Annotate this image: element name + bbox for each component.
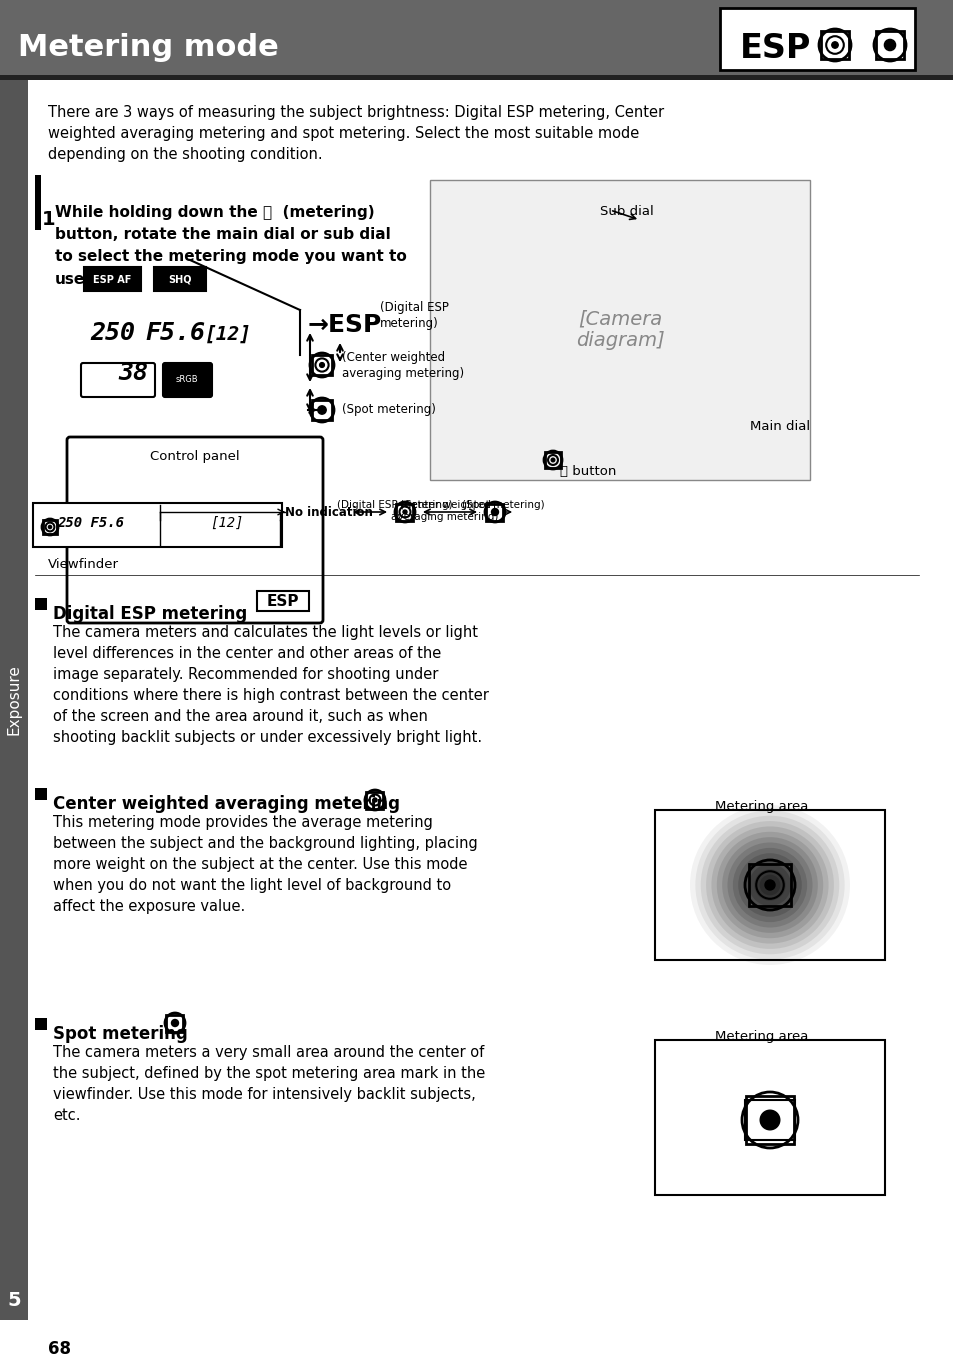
Text: Metering area: Metering area [714, 799, 807, 813]
Text: [12]: [12] [205, 325, 252, 344]
Circle shape [738, 854, 801, 917]
Bar [545, 453, 560, 467]
Bar [486, 504, 503, 520]
Text: Sub dial: Sub dial [599, 205, 653, 218]
Bar [655, 1041, 884, 1195]
Circle shape [689, 805, 849, 965]
Text: (Center weighted
averaging metering): (Center weighted averaging metering) [391, 500, 498, 522]
Text: 68: 68 [48, 1340, 71, 1355]
Circle shape [402, 509, 407, 514]
Text: The camera meters a very small area around the center of
the subject, defined by: The camera meters a very small area arou… [53, 1045, 485, 1123]
Circle shape [742, 859, 796, 912]
Text: There are 3 ways of measuring the subject brightness: Digital ESP metering, Cent: There are 3 ways of measuring the subjec… [48, 104, 663, 163]
Text: The camera meters and calculates the light levels or light
level differences in : The camera meters and calculates the lig… [53, 625, 488, 745]
FancyBboxPatch shape [153, 267, 206, 291]
Circle shape [759, 874, 780, 896]
Circle shape [319, 363, 324, 367]
Text: Main dial: Main dial [749, 420, 809, 434]
Text: ESP AF: ESP AF [92, 275, 132, 285]
Text: 38: 38 [118, 360, 148, 385]
Text: SHQ: SHQ [168, 275, 192, 285]
Bar [0, 75, 953, 80]
Text: 5: 5 [8, 1290, 21, 1309]
Circle shape [705, 821, 833, 948]
Text: Control panel: Control panel [150, 450, 239, 463]
Circle shape [883, 39, 895, 50]
Text: (Center weighted
averaging metering): (Center weighted averaging metering) [341, 351, 464, 379]
Circle shape [754, 870, 785, 901]
Bar [35, 789, 47, 799]
FancyBboxPatch shape [720, 8, 914, 70]
Circle shape [721, 837, 817, 932]
Text: ESP: ESP [740, 31, 810, 65]
Bar [876, 31, 902, 58]
Text: sRGB: sRGB [175, 375, 198, 385]
Circle shape [49, 526, 51, 528]
Bar [167, 1015, 183, 1031]
Text: While holding down the ⓞ  (metering)
button, rotate the main dial or sub dial
to: While holding down the ⓞ (metering) butt… [55, 205, 406, 287]
Text: (Digital ESP metering): (Digital ESP metering) [336, 500, 453, 509]
Text: This metering mode provides the average metering
between the subject and the bac: This metering mode provides the average … [53, 814, 477, 915]
Circle shape [695, 810, 843, 959]
FancyBboxPatch shape [67, 438, 323, 623]
Bar [396, 504, 413, 520]
Text: No indication: No indication [285, 505, 373, 519]
Circle shape [700, 816, 839, 954]
Circle shape [716, 832, 822, 938]
Circle shape [831, 42, 838, 49]
Circle shape [711, 827, 828, 943]
Bar [430, 180, 809, 480]
Circle shape [373, 798, 376, 802]
Bar [744, 1100, 794, 1140]
Text: (Spot metering): (Spot metering) [341, 404, 436, 416]
Text: Center weighted averaging metering: Center weighted averaging metering [53, 795, 399, 813]
Bar [0, 80, 28, 1320]
Text: (Spot metering): (Spot metering) [461, 500, 544, 509]
Text: 250: 250 [90, 321, 135, 346]
Bar [312, 355, 332, 375]
FancyBboxPatch shape [81, 363, 154, 397]
FancyBboxPatch shape [256, 591, 309, 611]
Bar [821, 31, 848, 58]
Circle shape [764, 879, 774, 890]
Bar [312, 400, 332, 420]
Circle shape [764, 879, 774, 890]
FancyBboxPatch shape [163, 363, 212, 397]
Text: ESP: ESP [267, 595, 299, 610]
Text: Metering area: Metering area [714, 1030, 807, 1043]
Circle shape [760, 1110, 779, 1130]
Text: Viewfinder: Viewfinder [48, 558, 119, 570]
Text: 1: 1 [42, 210, 55, 229]
Bar [745, 1096, 793, 1144]
Text: Digital ESP metering: Digital ESP metering [53, 604, 247, 623]
Text: ⓞ button: ⓞ button [559, 465, 616, 478]
Text: [12]: [12] [210, 516, 243, 530]
Text: Spot metering: Spot metering [53, 1024, 188, 1043]
Bar [366, 791, 383, 809]
Bar [35, 598, 47, 610]
Bar [655, 810, 884, 959]
Circle shape [172, 1019, 178, 1027]
Bar [35, 1018, 47, 1030]
Bar [0, 0, 953, 75]
Bar [43, 520, 57, 534]
Bar [35, 175, 41, 230]
FancyBboxPatch shape [84, 267, 141, 291]
Text: 250 F5.6: 250 F5.6 [57, 516, 124, 530]
Bar [748, 863, 790, 906]
Circle shape [732, 848, 806, 923]
Circle shape [317, 405, 326, 415]
Text: [Camera
diagram]: [Camera diagram] [575, 309, 663, 351]
Text: →ESP: →ESP [308, 313, 382, 337]
Text: Metering mode: Metering mode [18, 34, 278, 62]
Circle shape [551, 458, 555, 462]
Text: Exposure: Exposure [7, 664, 22, 736]
Circle shape [748, 864, 790, 906]
Text: (Digital ESP
metering): (Digital ESP metering) [379, 301, 449, 329]
Circle shape [727, 843, 812, 928]
FancyBboxPatch shape [33, 503, 282, 547]
Text: F5.6: F5.6 [145, 321, 205, 346]
Circle shape [491, 508, 498, 515]
